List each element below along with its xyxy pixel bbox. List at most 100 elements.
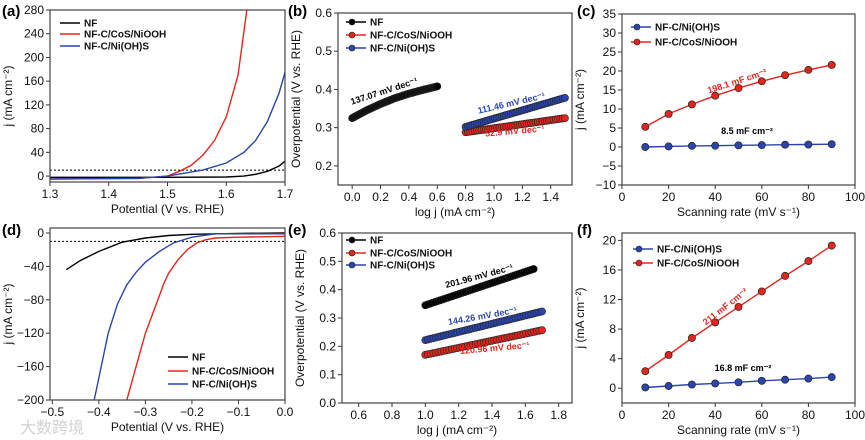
y-tick-label: 16 (603, 263, 617, 277)
x-tick-label: 100 (845, 190, 865, 204)
y-tick-label: 0.4 (315, 82, 332, 96)
legend-marker (633, 38, 641, 46)
data-point (687, 380, 696, 389)
series-line (50, 72, 285, 180)
y-tick-label: 0.6 (315, 6, 332, 20)
x-tick-label: 0 (619, 190, 626, 204)
x-tick-label: 0.6 (350, 408, 367, 422)
x-tick-label: 1.2 (450, 408, 467, 422)
y-tick-label: 15 (603, 83, 617, 97)
legend-marker (635, 259, 643, 267)
watermark: 大数跨境 (20, 420, 85, 437)
series-nf (421, 265, 538, 310)
data-point (687, 334, 696, 342)
legend-marker (633, 23, 641, 31)
y-tick-label: −10 (596, 178, 617, 192)
data-point (664, 109, 673, 118)
plot-frame (337, 12, 573, 186)
y-tick-label: 35 (603, 7, 617, 21)
data-point (827, 60, 836, 69)
panel-b: (b) 0.0 0.2 0.4 0.6 0.8 1.0 1.2 1.4 0.2 0.3 0.4 0.5 0… (288, 3, 573, 219)
legend-label: NF-C/CoS/NiOOH (370, 31, 452, 42)
legend-item: NF-C/CoS/NiOOH (631, 38, 737, 49)
legend-label: NF-C/Ni(OH)S (657, 245, 722, 256)
y-tick-label: 0.0 (319, 396, 336, 410)
legend-label: NF-C/Ni(OH)S (370, 261, 435, 272)
x-tick-label: −0.5 (40, 405, 64, 419)
y-tick-label: −120 (17, 326, 44, 340)
y-tick-label: −160 (17, 360, 44, 374)
y-tick-label: 240 (24, 27, 44, 41)
x-axis-label: Scanning rate (mV s⁻¹) (677, 205, 800, 219)
data-point (664, 351, 673, 359)
series-line (644, 64, 832, 128)
legend-label: NF-C/Ni(OH)S (84, 42, 149, 53)
y-tick-label: 0 (609, 140, 616, 154)
panel-label: (f) (577, 222, 592, 239)
annotation-label: 16.8 mF cm⁻² (715, 363, 772, 373)
data-point (641, 367, 650, 376)
legend-item: NF-C/Ni(OH)S (633, 245, 722, 256)
x-tick-label: 1.7 (277, 187, 294, 201)
data-point (641, 383, 650, 392)
panel-label: (c) (577, 3, 595, 20)
x-tick-label: 0.6 (429, 190, 446, 204)
x-tick-label: 80 (802, 190, 816, 204)
x-axis-label: log j (mA cm⁻²) (415, 205, 495, 219)
x-tick-label: 20 (662, 408, 676, 422)
y-tick-label: 12 (603, 293, 617, 307)
legend-item: NF-C/CoS/NiOOH (346, 31, 452, 42)
x-tick-label: 1.6 (517, 408, 534, 422)
legend-label: NF (370, 236, 383, 247)
plot-area (50, 232, 285, 400)
plot-area (348, 82, 569, 137)
data-point (529, 265, 538, 273)
y-tick-label: 0.2 (319, 339, 336, 353)
legend-marker (635, 245, 643, 253)
x-tick-label: −0.2 (180, 405, 204, 419)
series-nf-c-cos-niooh (461, 114, 569, 137)
data-point (827, 241, 836, 250)
x-tick-label: 0.0 (344, 190, 361, 204)
y-tick-label: 40 (31, 145, 45, 159)
data-point (734, 378, 743, 387)
plot-frame (49, 9, 286, 183)
data-point (804, 140, 813, 149)
plot-area (50, 10, 285, 180)
data-point (804, 65, 813, 74)
x-tick-label: 0.4 (401, 190, 418, 204)
plot-frame (621, 232, 856, 404)
series-nf-c-ni-oh-s (641, 373, 836, 392)
y-axis-label: Overpotential (V vs. RHE) (289, 30, 303, 168)
series-line (50, 160, 285, 178)
x-tick-label: 20 (662, 190, 676, 204)
data-point (781, 375, 790, 384)
series-nf-c-cos-niooh (641, 60, 836, 131)
series-nf-c-ni-oh-s (461, 93, 569, 131)
x-axis-label: Potential (V vs. RHE) (111, 420, 224, 434)
legend-marker (348, 236, 356, 244)
x-tick-label: 1.6 (218, 187, 235, 201)
legend-item: NF-C/CoS/NiOOH (633, 259, 739, 270)
y-tick-label: −5 (602, 159, 616, 173)
y-tick-label: 20 (603, 233, 617, 247)
y-tick-label: 160 (24, 74, 44, 88)
x-axis-label: log j (mA cm⁻²) (417, 423, 497, 437)
data-point (757, 141, 766, 150)
data-point (711, 379, 720, 388)
plot-frame (49, 227, 286, 401)
panel-a: (a) 1.3 1.4 1.5 1.6 1.7 0 40 80 120 160 200 240 280 Po… (1, 3, 294, 216)
data-point (827, 140, 836, 149)
legend-item: NF (346, 18, 383, 29)
legend-marker (348, 18, 356, 26)
legend-item: NF (168, 353, 205, 364)
legend-label: NF-C/Ni(OH)S (655, 23, 720, 34)
panel-label: (b) (288, 3, 307, 20)
y-tick-label: 25 (603, 45, 617, 59)
y-axis-label: j (mA cm⁻²) (1, 284, 15, 346)
legend-item: NF (346, 236, 383, 247)
data-point (664, 382, 673, 390)
